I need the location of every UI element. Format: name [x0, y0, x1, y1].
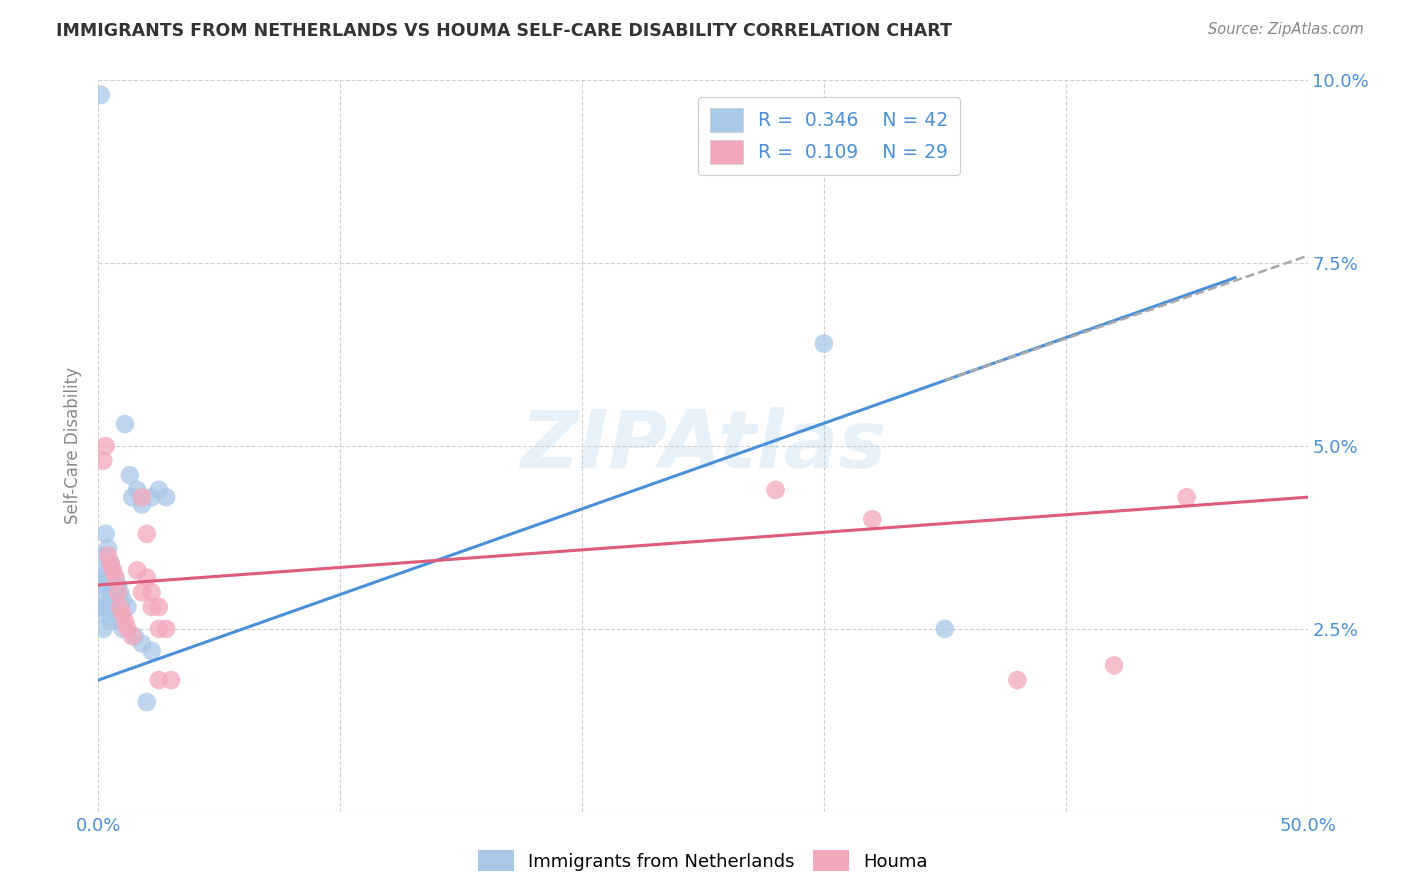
Point — [148, 599, 170, 614]
Text: ZIPAtlas: ZIPAtlas — [520, 407, 886, 485]
Point — [131, 636, 153, 650]
Point — [101, 563, 124, 577]
Point — [135, 526, 157, 541]
Point — [90, 571, 112, 585]
Point — [111, 607, 134, 622]
Point — [114, 417, 136, 431]
Point — [104, 571, 127, 585]
Point — [91, 622, 114, 636]
Point — [90, 87, 112, 102]
Point — [813, 336, 835, 351]
Point — [148, 483, 170, 497]
Point — [1102, 658, 1125, 673]
Text: IMMIGRANTS FROM NETHERLANDS VS HOUMA SELF-CARE DISABILITY CORRELATION CHART: IMMIGRANTS FROM NETHERLANDS VS HOUMA SEL… — [56, 22, 952, 40]
Point — [104, 599, 127, 614]
Point — [141, 490, 163, 504]
Y-axis label: Self-Care Disability: Self-Care Disability — [65, 368, 83, 524]
Point — [107, 607, 129, 622]
Point — [117, 599, 139, 614]
Point — [117, 622, 139, 636]
Point — [97, 549, 120, 563]
Point — [118, 468, 141, 483]
Point — [94, 607, 117, 622]
Point — [97, 599, 120, 614]
Text: Source: ZipAtlas.com: Source: ZipAtlas.com — [1208, 22, 1364, 37]
Point — [94, 563, 117, 577]
Point — [111, 592, 134, 607]
Point — [934, 622, 956, 636]
Point — [100, 615, 122, 629]
Point — [111, 622, 134, 636]
Point — [155, 622, 177, 636]
Point — [108, 615, 131, 629]
Legend: R =  0.346    N = 42, R =  0.109    N = 29: R = 0.346 N = 42, R = 0.109 N = 29 — [699, 97, 960, 175]
Point — [101, 563, 124, 577]
Point — [97, 541, 120, 556]
Point — [107, 585, 129, 599]
Point — [94, 526, 117, 541]
Point — [1007, 673, 1029, 687]
Point — [765, 483, 787, 497]
Point — [127, 483, 149, 497]
Point — [91, 599, 114, 614]
Point — [104, 571, 127, 585]
Point — [131, 490, 153, 504]
Point — [94, 439, 117, 453]
Point — [100, 556, 122, 570]
Point — [155, 490, 177, 504]
Point — [121, 629, 143, 643]
Point — [141, 585, 163, 599]
Point — [1175, 490, 1198, 504]
Legend: Immigrants from Netherlands, Houma: Immigrants from Netherlands, Houma — [471, 843, 935, 879]
Point — [131, 498, 153, 512]
Point — [135, 695, 157, 709]
Point — [97, 571, 120, 585]
Point — [101, 592, 124, 607]
Point — [91, 453, 114, 467]
Point — [108, 585, 131, 599]
Point — [141, 644, 163, 658]
Point — [108, 599, 131, 614]
Point — [148, 622, 170, 636]
Point — [91, 578, 114, 592]
Point — [127, 563, 149, 577]
Point — [860, 512, 883, 526]
Point — [131, 585, 153, 599]
Point — [114, 615, 136, 629]
Point — [100, 556, 122, 570]
Point — [107, 578, 129, 592]
Point — [135, 571, 157, 585]
Point — [90, 599, 112, 614]
Point — [100, 585, 122, 599]
Point — [121, 490, 143, 504]
Point — [124, 629, 146, 643]
Point — [91, 549, 114, 563]
Point — [148, 673, 170, 687]
Point — [94, 585, 117, 599]
Point — [160, 673, 183, 687]
Point — [141, 599, 163, 614]
